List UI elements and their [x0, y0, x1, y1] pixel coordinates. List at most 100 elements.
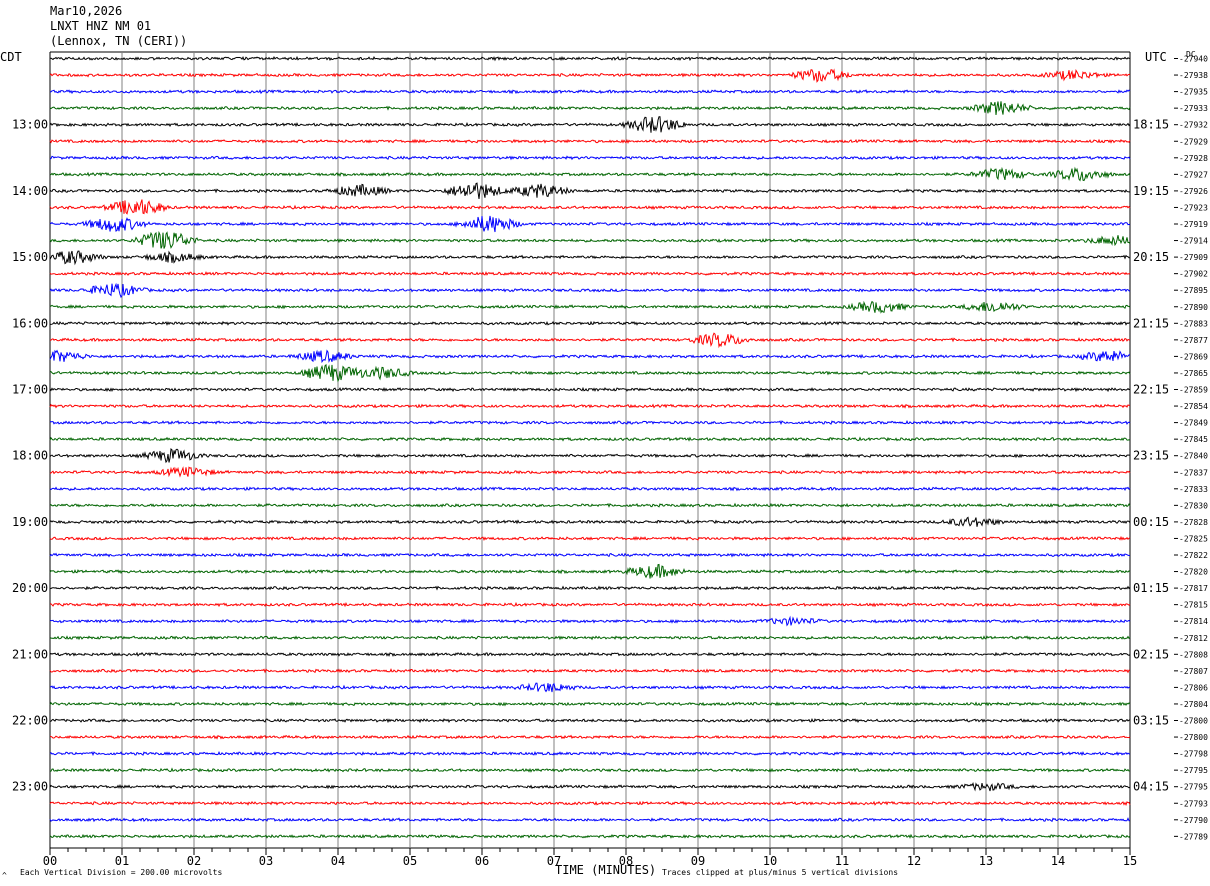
dc-offset-label: -27790	[1179, 816, 1208, 825]
trace-line	[49, 668, 1131, 674]
trace-line	[49, 230, 1131, 249]
right-hour-label: 04:15	[1133, 780, 1169, 794]
trace-line	[49, 349, 1131, 364]
dc-offset-label: -27808	[1179, 650, 1208, 659]
trace-line	[49, 89, 1131, 95]
scale-note: Each Vertical Division = 200.00 microvol…	[20, 868, 222, 877]
dc-offset-label: -27932	[1179, 121, 1208, 130]
trace-line	[49, 552, 1131, 558]
dc-offset-label: -27804	[1179, 700, 1208, 709]
right-hour-label: 22:15	[1133, 383, 1169, 397]
trace-line	[49, 750, 1131, 757]
dc-offset-label: -27845	[1179, 435, 1208, 444]
trace-line	[49, 403, 1131, 409]
dc-offset-label: -27806	[1179, 683, 1208, 692]
trace-line	[49, 734, 1131, 740]
trace-line	[49, 833, 1131, 839]
trace-line	[49, 682, 1131, 693]
dc-offset-label: -27877	[1179, 336, 1208, 345]
trace-line	[49, 166, 1131, 182]
x-tick-label: 04	[331, 854, 345, 868]
dc-offset-label: -27837	[1179, 468, 1208, 477]
dc-offset-label: -27789	[1179, 832, 1208, 841]
dc-offset-label: -27793	[1179, 799, 1208, 808]
trace-line	[49, 182, 1131, 199]
dc-offset-label: -27830	[1179, 501, 1208, 510]
dc-offset-label: -27822	[1179, 551, 1208, 560]
trace-line	[49, 282, 1131, 299]
left-hour-label: 20:00	[12, 581, 48, 595]
dc-offset-label: -27825	[1179, 534, 1208, 543]
minute-gridlines	[49, 51, 1131, 855]
dc-offset-label: -27815	[1179, 601, 1208, 610]
dc-offset-label: -27795	[1179, 766, 1208, 775]
dc-offset-label: -27919	[1179, 220, 1208, 229]
dc-offset-label: -27926	[1179, 187, 1208, 196]
dc-offset-label: -27929	[1179, 137, 1208, 146]
dc-offset-label: -27800	[1179, 717, 1208, 726]
x-tick-label: 12	[907, 854, 921, 868]
trace-line	[49, 138, 1131, 144]
trace-line	[49, 651, 1131, 657]
axis-labels: 00 01 02 03 04 05 06 07 08 09 10 11 12 13 14 15 -27940 -2…	[0, 50, 1208, 880]
x-tick-label: 07	[547, 854, 561, 868]
trace-line	[49, 250, 1130, 266]
dc-offset-label: -27940	[1179, 55, 1208, 64]
right-hour-label: 01:15	[1133, 581, 1169, 595]
trace-line	[49, 635, 1131, 641]
corner-mark: ^	[2, 871, 7, 880]
dc-offset-label: -27859	[1179, 386, 1208, 395]
left-hour-label: 17:00	[12, 383, 48, 397]
dc-offset-label: -27812	[1179, 634, 1208, 643]
dc-offset-label: -27928	[1179, 154, 1208, 163]
dc-offset-label: -27914	[1179, 237, 1208, 246]
right-hour-label: 21:15	[1133, 316, 1169, 330]
clip-note: Traces clipped at plus/minus 5 vertical …	[662, 868, 898, 877]
trace-line	[49, 817, 1131, 823]
left-hour-label: 16:00	[12, 316, 48, 330]
trace-line	[49, 199, 1131, 215]
right-hour-label: 03:15	[1133, 714, 1169, 728]
dc-offset-label: -27902	[1179, 270, 1208, 279]
x-tick-label: 10	[763, 854, 777, 868]
right-hour-label: 18:15	[1133, 118, 1169, 132]
trace-line	[49, 116, 1131, 133]
dc-offset-label: -27833	[1179, 485, 1208, 494]
x-tick-label: 05	[403, 854, 417, 868]
dc-offset-label: -27798	[1179, 750, 1208, 759]
dc-offset-label: -27800	[1179, 733, 1208, 742]
x-tick-label: 13	[979, 854, 993, 868]
dc-offset-label: -27890	[1179, 303, 1208, 312]
seismic-traces	[49, 55, 1131, 839]
right-hour-label: 20:15	[1133, 250, 1169, 264]
left-hour-label: 21:00	[12, 647, 48, 661]
trace-line	[50, 717, 1131, 724]
dc-column-label: DC	[1186, 50, 1196, 59]
dc-offset-label: -27849	[1179, 419, 1208, 428]
trace-line	[49, 332, 1131, 349]
dc-offset-label: -27927	[1179, 170, 1208, 179]
trace-line	[49, 363, 1131, 383]
header-location: (Lennox, TN (CERI))	[50, 34, 188, 48]
trace-line	[49, 55, 1131, 62]
dc-offset-label: -27895	[1179, 286, 1208, 295]
trace-line	[49, 270, 1131, 277]
left-hour-label: 19:00	[12, 515, 48, 529]
left-hour-label: 23:00	[12, 780, 48, 794]
dc-offset-label: -27909	[1179, 253, 1208, 262]
dc-offset-label: -27854	[1179, 402, 1208, 411]
header-date: Mar10,2026	[50, 4, 123, 18]
trace-line	[49, 502, 1131, 508]
dc-offset-label: -27817	[1179, 584, 1208, 593]
trace-line	[49, 767, 1131, 773]
dc-offset-label: -27923	[1179, 203, 1208, 212]
trace-line	[49, 585, 1131, 591]
right-hour-label: 19:15	[1133, 184, 1169, 198]
trace-line	[49, 701, 1131, 707]
right-hour-label: 23:15	[1133, 449, 1169, 463]
x-tick-label: 15	[1123, 854, 1137, 868]
right-zone-label: UTC	[1145, 50, 1167, 64]
trace-line	[49, 155, 1131, 161]
x-tick-label: 03	[259, 854, 273, 868]
